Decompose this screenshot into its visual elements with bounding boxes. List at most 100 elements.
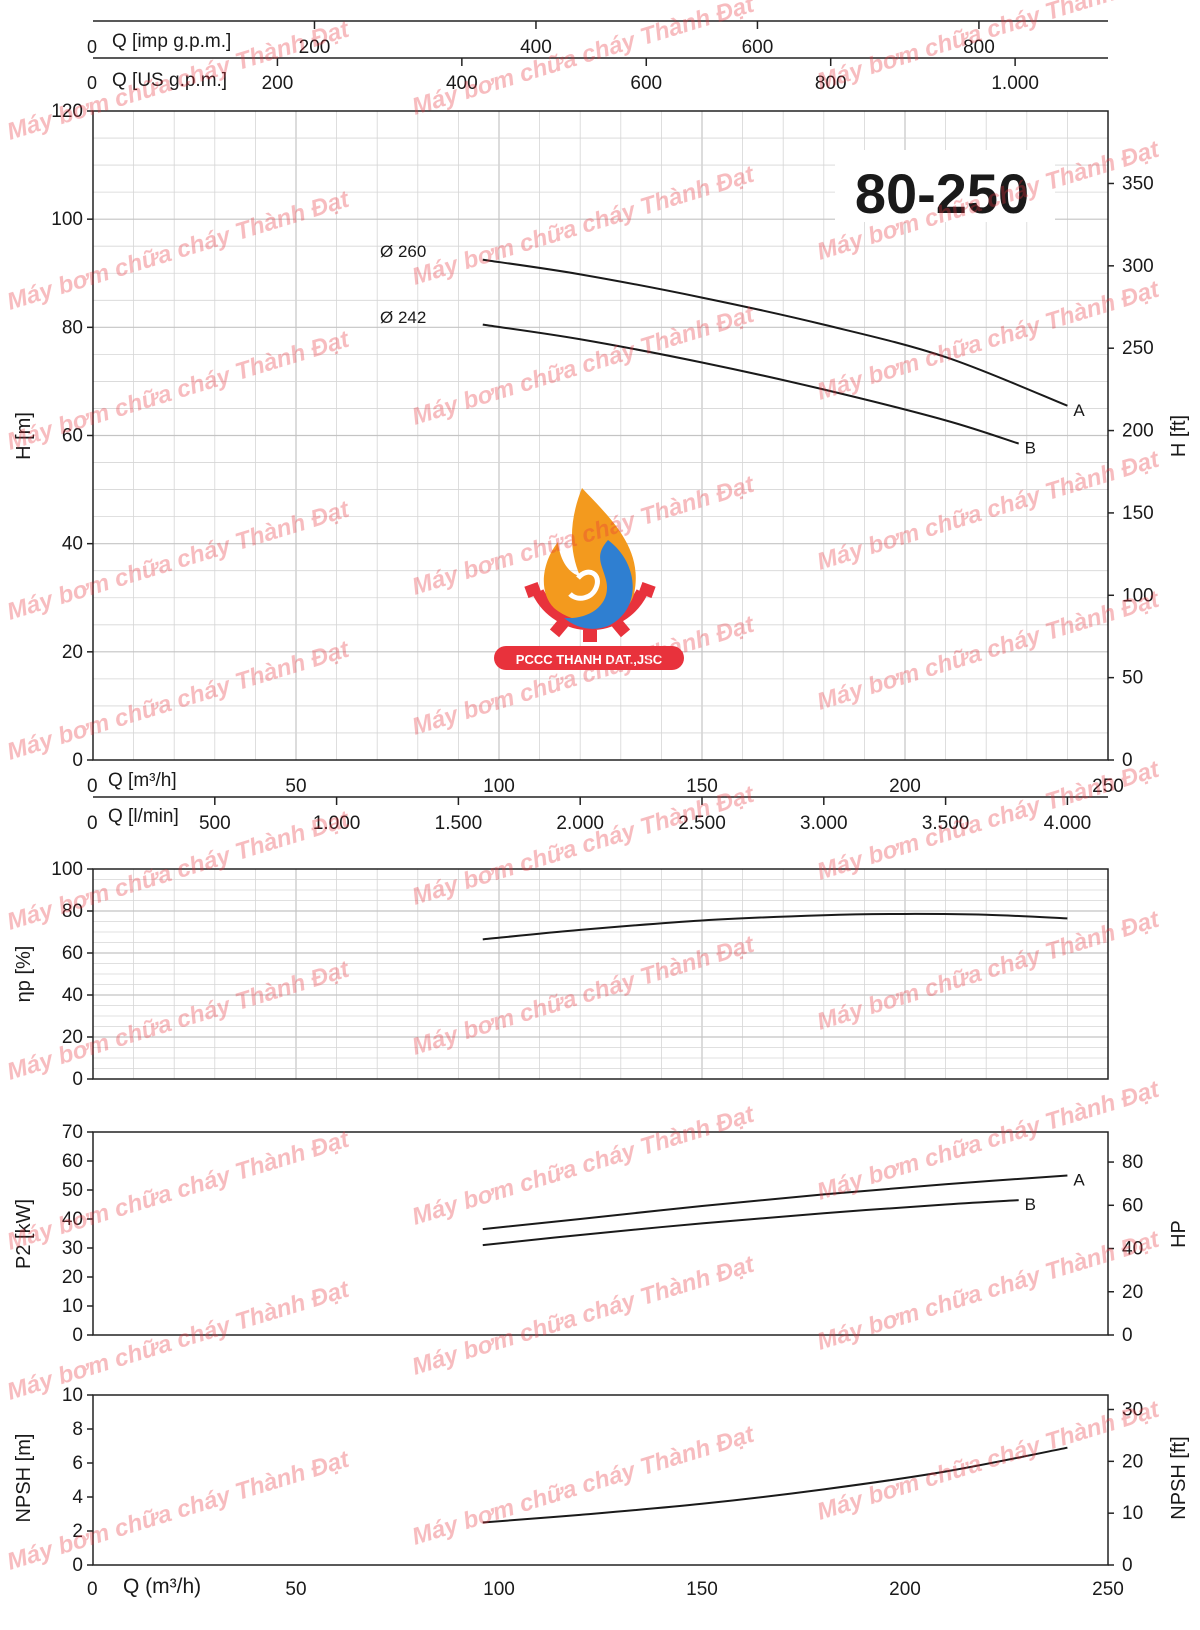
us-gpm-tick-label: 400 <box>446 73 478 94</box>
power-y2-label: HP <box>1168 1220 1190 1248</box>
y-tick-label: 40 <box>62 1209 83 1230</box>
power-curves: AB <box>482 1171 1085 1247</box>
lmin-zero: 0 <box>87 813 98 834</box>
y-tick-label: 20 <box>62 1027 83 1048</box>
m3h-tick-label: 100 <box>483 776 515 797</box>
npsh-plot-frame <box>92 1394 1109 1566</box>
watermark-text: Máy bơm chữa cháy Thành Đạt <box>409 1251 758 1381</box>
diameter-label-a: Ø 260 <box>380 242 426 261</box>
y-tick-label: 6 <box>72 1453 83 1474</box>
gear-flame-icon <box>524 488 656 642</box>
y2-tick-label: 0 <box>1122 1555 1133 1576</box>
gear-tooth <box>611 618 631 638</box>
y-tick-label: 4 <box>72 1487 83 1508</box>
curve-a <box>482 1174 1068 1231</box>
y2-tick-label: 20 <box>1122 1451 1143 1472</box>
npsh-y-ticks: 0 2 4 6 8 10 <box>62 1385 93 1576</box>
imp-gpm-label: Q [imp g.p.m.] <box>112 31 231 52</box>
efficiency-plot-frame <box>92 868 1109 1080</box>
watermark-text: Máy bơm chữa cháy Thành Đạt <box>4 326 353 456</box>
watermark-text: Máy bơm chữa cháy Thành Đạt <box>4 186 353 316</box>
us-gpm-ticks: 200 400 600 800 1.000 <box>262 58 1039 94</box>
m3h-label: Q [m³/h] <box>108 770 177 791</box>
imp-gpm-tick-label: 800 <box>963 37 995 58</box>
lmin-tick-label: 2.500 <box>678 813 726 834</box>
lmin-tick-label: 1.500 <box>435 813 483 834</box>
lmin-tick-label: 2.000 <box>556 813 604 834</box>
curve-b <box>482 1199 1019 1247</box>
y-tick-label: 100 <box>51 209 83 230</box>
y-tick-label: 2 <box>72 1521 83 1542</box>
y-tick-label: 100 <box>51 859 83 880</box>
y-tick-label: 20 <box>62 1267 83 1288</box>
final-x-label: Q (m³/h) <box>123 1575 201 1598</box>
y-tick-label: 0 <box>72 1325 83 1346</box>
y2-tick-label: 20 <box>1122 1282 1143 1303</box>
watermark-text: Máy bơm chữa cháy Thành Đạt <box>4 636 353 766</box>
y-tick-label: 0 <box>72 1069 83 1090</box>
y-tick-label: 120 <box>51 101 83 122</box>
y2-tick-label: 100 <box>1122 585 1154 606</box>
gear-tooth <box>583 630 597 642</box>
us-gpm-label: Q [US g.p.m.] <box>112 70 227 91</box>
power-plot-frame <box>92 1131 1109 1336</box>
gear-tooth <box>549 618 569 638</box>
y-tick-label: 60 <box>62 426 83 447</box>
npsh-y2-label: NPSH [ft] <box>1168 1436 1190 1519</box>
y-tick-label: 80 <box>62 317 83 338</box>
power-y-ticks: 0 10 20 30 40 50 60 70 <box>62 1122 93 1346</box>
efficiency-grid <box>93 869 1108 1079</box>
watermark-text: Máy bơm chữa cháy Thành Đạt <box>409 931 758 1061</box>
imp-gpm-ticks: 200 400 600 800 <box>299 21 995 58</box>
company-logo: PCCC THANH DAT.,JSC <box>494 488 684 670</box>
watermark-text: Máy bơm chữa cháy Thành Đạt <box>4 1276 353 1406</box>
model-title: 80-250 <box>855 162 1029 225</box>
watermark-text: Máy bơm chữa cháy Thành Đạt <box>814 1226 1163 1356</box>
diameter-label-b: Ø 242 <box>380 308 426 327</box>
water-drop-shape <box>564 540 633 629</box>
logo-text: PCCC THANH DAT.,JSC <box>516 652 663 667</box>
curve-a <box>482 258 1068 407</box>
curve-label-a: A <box>1073 401 1085 420</box>
m3h-tick-label: 50 <box>285 776 306 797</box>
power-y-label: P2 [kW] <box>13 1199 35 1269</box>
final-x-tick-label: 200 <box>889 1579 921 1600</box>
y-tick-label: 40 <box>62 534 83 555</box>
head-y2-ticks: 0 50 100 150 200 250 300 350 <box>1108 173 1154 771</box>
y2-tick-label: 10 <box>1122 1503 1143 1524</box>
watermark-text: Máy bơm chữa cháy Thành Đạt <box>814 446 1163 576</box>
curve-main <box>482 1446 1068 1524</box>
curve-label-b: B <box>1025 1195 1036 1214</box>
lmin-ticks: 500 1.000 1.500 2.000 2.500 3.000 3.500 4.000 <box>199 797 1091 834</box>
curve-label-b: B <box>1025 439 1036 458</box>
us-gpm-tick-label: 200 <box>262 73 294 94</box>
watermark-text: Máy bơm chữa cháy Thành Đạt <box>4 496 353 626</box>
lmin-label: Q [l/min] <box>108 806 179 827</box>
final-x-tick-label: 50 <box>285 1579 306 1600</box>
power-y2-ticks: 0 20 40 60 80 <box>1108 1152 1143 1346</box>
watermark-text: Máy bơm chữa cháy Thành Đạt <box>814 586 1163 716</box>
y-tick-label: 20 <box>62 642 83 663</box>
imp-gpm-zero: 0 <box>87 37 97 57</box>
watermark-text: Máy bơm chữa cháy Thành Đạt <box>409 1101 758 1231</box>
watermark-text: Máy bơm chữa cháy Thành Đạt <box>409 1421 758 1551</box>
imp-gpm-tick-label: 200 <box>299 37 331 58</box>
curve-label-a: A <box>1073 1171 1085 1190</box>
y-tick-label: 60 <box>62 943 83 964</box>
watermark-text: Máy bơm chữa cháy Thành Đạt <box>409 161 758 291</box>
head-y2-label: H [ft] <box>1168 415 1190 457</box>
npsh-chart: 0 2 4 6 8 10 0 10 20 30 NPSH [m] NPSH [ft] 0 Q (… <box>13 1385 1190 1600</box>
m3h-ticks: 50 100 150 200 250 <box>285 776 1123 797</box>
watermark-text: Máy bơm chữa cháy Thành Đạt <box>814 276 1163 406</box>
head-grid <box>93 111 1108 760</box>
us-gpm-zero: 0 <box>87 73 97 93</box>
watermark-text: Máy bơm chữa cháy Thành Đạt <box>409 301 758 431</box>
lmin-tick-label: 3.000 <box>800 813 848 834</box>
imp-gpm-tick-label: 400 <box>520 37 552 58</box>
swirl-shape <box>568 569 600 601</box>
efficiency-y-label: ηp [%] <box>13 946 35 1003</box>
final-x-ticks: 50 100 150 200 250 <box>285 1579 1123 1600</box>
y-tick-label: 10 <box>62 1385 83 1406</box>
efficiency-curves <box>482 912 1068 941</box>
